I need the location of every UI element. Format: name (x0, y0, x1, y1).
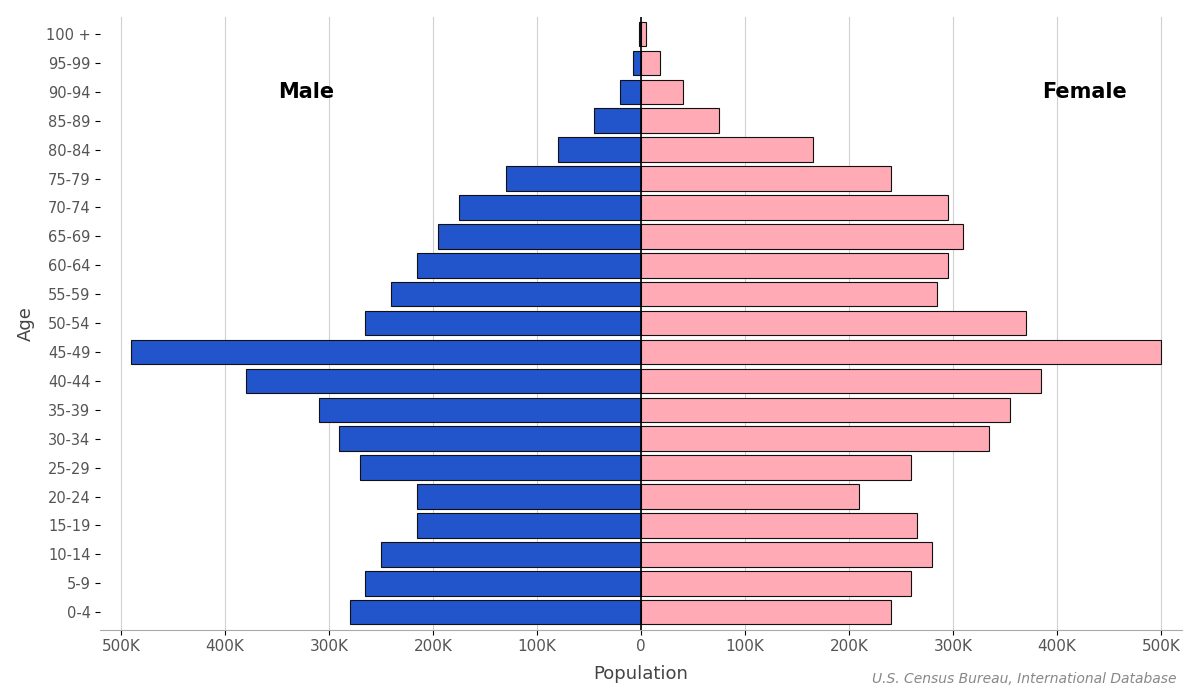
Bar (641, 253, 948, 278)
Bar (418, 253, 641, 278)
Bar (641, 600, 890, 624)
Bar (641, 340, 1160, 364)
Bar (641, 22, 647, 46)
Bar (418, 513, 641, 538)
Bar (641, 513, 917, 538)
Bar (558, 137, 641, 162)
Bar (641, 369, 1042, 393)
Bar (632, 50, 641, 75)
Bar (641, 195, 948, 220)
Text: U.S. Census Bureau, International Database: U.S. Census Bureau, International Databa… (871, 672, 1176, 686)
Bar (641, 80, 683, 104)
Bar (594, 108, 641, 133)
Bar (641, 137, 812, 162)
Bar (641, 108, 719, 133)
Bar (641, 50, 660, 75)
Bar (641, 542, 932, 566)
Bar (641, 484, 859, 509)
Bar (641, 311, 1026, 335)
Bar (132, 340, 641, 364)
Text: Female: Female (1042, 82, 1127, 102)
Bar (350, 600, 641, 624)
Bar (246, 369, 641, 393)
Y-axis label: Age: Age (17, 306, 35, 340)
Bar (641, 282, 937, 307)
Bar (366, 571, 641, 596)
Bar (641, 167, 890, 191)
Bar (319, 398, 641, 422)
Bar (460, 195, 641, 220)
Bar (391, 282, 641, 307)
Bar (641, 571, 911, 596)
Bar (360, 455, 641, 480)
Bar (641, 224, 964, 248)
Text: Male: Male (277, 82, 334, 102)
Bar (641, 398, 1010, 422)
Bar (620, 80, 641, 104)
Bar (438, 224, 641, 248)
Bar (418, 484, 641, 509)
Bar (506, 167, 641, 191)
Bar (382, 542, 641, 566)
Bar (366, 311, 641, 335)
Bar (340, 426, 641, 451)
X-axis label: Population: Population (594, 665, 689, 683)
Bar (638, 22, 641, 46)
Bar (641, 426, 989, 451)
Bar (641, 455, 911, 480)
